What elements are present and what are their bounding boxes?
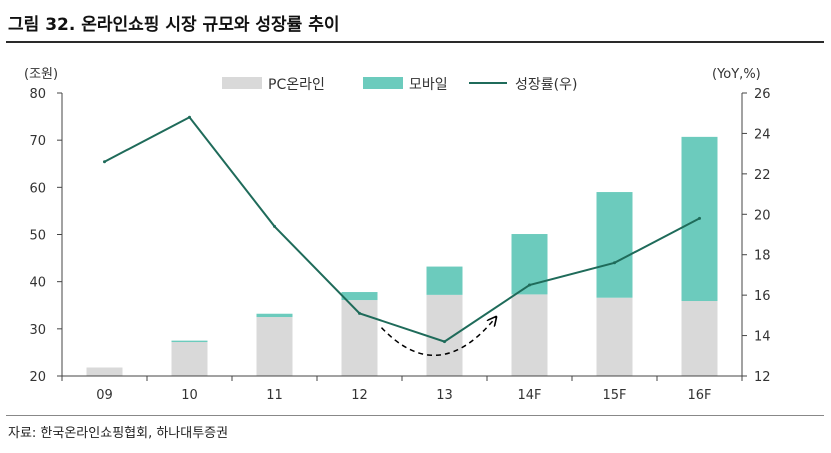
growth-point-16F: [698, 216, 701, 220]
bars-layer: [86, 136, 718, 376]
left-axis-unit: (조원): [24, 67, 58, 82]
right-tick-label: 26: [754, 87, 771, 102]
growth-point-10: [188, 115, 191, 119]
legend-swatch: [222, 77, 262, 89]
left-tick-label: 50: [29, 229, 46, 244]
right-tick-label: 16: [754, 289, 771, 304]
legend-label: PC온라인: [268, 77, 325, 93]
left-tick-label: 30: [29, 323, 46, 338]
mobile-bar-12: [341, 292, 378, 301]
growth-point-12: [358, 311, 361, 315]
mobile-bar-10: [171, 340, 208, 343]
pc-bar-16F: [681, 301, 718, 376]
source-rule: [6, 415, 824, 416]
axes-layer: 20 30 40 50 60 70 80 12 14 16 18 20 22 24 26 09 10 11 12 13…: [29, 87, 770, 403]
legend-label: 모바일: [409, 77, 448, 93]
pc-bar-14F: [511, 294, 548, 376]
right-axis-unit: (YoY,%): [712, 67, 761, 82]
pc-bar-12: [341, 300, 378, 376]
x-tick-label-11: 11: [266, 388, 283, 403]
pc-bar-10: [171, 342, 208, 376]
right-tick-label: 24: [754, 127, 771, 142]
trend-dashed-arrow: [380, 318, 496, 357]
annotation-layer: [380, 318, 496, 357]
growth-point-14F: [528, 283, 531, 287]
x-tick-label-09: 09: [96, 388, 113, 403]
left-tick-label: 60: [29, 181, 46, 196]
left-tick-label: 20: [29, 370, 46, 385]
right-tick-label: 20: [754, 208, 771, 223]
growth-point-13: [443, 340, 446, 344]
chart-legend: PC온라인 모바일 성장률(우): [222, 77, 577, 93]
mobile-bar-13: [426, 266, 463, 295]
title-rule: [6, 41, 824, 43]
legend-label: 성장률(우): [515, 77, 577, 93]
pc-bar-15F: [596, 297, 633, 376]
legend-swatch: [363, 77, 403, 89]
pc-bar-09: [86, 367, 123, 376]
right-tick-label: 14: [754, 330, 771, 345]
mobile-bar-11: [256, 313, 293, 318]
x-tick-label-16F: 16F: [687, 388, 711, 403]
growth-line-layer: [103, 115, 701, 344]
x-tick-label-15F: 15F: [602, 388, 626, 403]
x-tick-label-12: 12: [351, 388, 368, 403]
growth-line: [104, 115, 700, 343]
left-tick-label: 70: [29, 134, 46, 149]
growth-point-09: [103, 160, 106, 164]
growth-point-15F: [613, 261, 616, 265]
chart: PC온라인 모바일 성장률(우) (조원) (YoY,%) 20 30 40 50 60 70…: [24, 67, 771, 403]
pc-bar-11: [256, 317, 293, 376]
pc-bar-13: [426, 294, 463, 376]
x-tick-label-10: 10: [181, 388, 198, 403]
right-tick-label: 22: [754, 168, 771, 183]
left-tick-label: 40: [29, 276, 46, 291]
right-tick-label: 12: [754, 370, 771, 385]
growth-point-11: [273, 224, 276, 228]
left-tick-label: 80: [29, 87, 46, 102]
source-note: 자료: 한국온라인쇼핑협회, 하나대투증권: [8, 426, 229, 441]
x-tick-label-13: 13: [436, 388, 453, 403]
right-tick-label: 18: [754, 249, 771, 264]
x-tick-label-14F: 14F: [517, 388, 541, 403]
mobile-bar-15F: [596, 192, 633, 298]
figure-title: 그림 32. 온라인쇼핑 시장 규모와 성장률 추이: [8, 15, 340, 35]
